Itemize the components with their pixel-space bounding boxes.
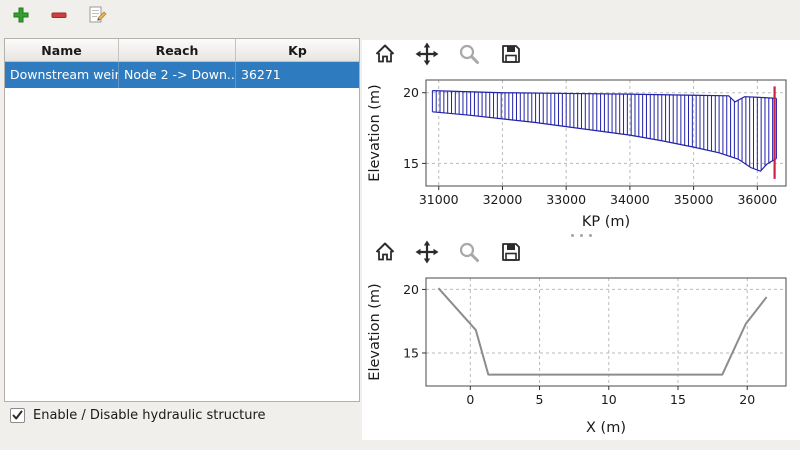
add-structure-button[interactable] — [8, 4, 34, 30]
structures-table: Name Reach Kp Downstream weir Node 2 -> … — [4, 38, 360, 402]
column-header-kp[interactable]: Kp — [288, 42, 307, 58]
zoom-button[interactable] — [456, 241, 482, 267]
pan-icon — [415, 240, 439, 268]
figure-toolbar — [364, 238, 798, 270]
svg-text:20: 20 — [403, 85, 419, 100]
zoom-button[interactable] — [456, 43, 482, 69]
cell-reach: Node 2 -> Down... — [119, 62, 236, 88]
cell-kp: 36271 — [241, 67, 281, 82]
svg-text:KP (m): KP (m) — [582, 214, 630, 230]
enable-structure-checkbox[interactable] — [10, 408, 25, 423]
pan-button[interactable] — [414, 240, 440, 268]
svg-text:X (m): X (m) — [586, 420, 626, 436]
main-toolbar — [0, 0, 800, 34]
zoom-icon — [457, 42, 481, 70]
table-header: Name Reach Kp — [5, 39, 359, 62]
svg-text:15: 15 — [403, 345, 419, 360]
svg-text:33000: 33000 — [546, 192, 586, 207]
save-figure-button[interactable] — [498, 43, 524, 69]
pan-button[interactable] — [414, 42, 440, 70]
svg-text:34000: 34000 — [610, 192, 650, 207]
check-icon — [12, 410, 23, 420]
edit-icon — [87, 5, 107, 29]
svg-text:32000: 32000 — [483, 192, 523, 207]
svg-text:20: 20 — [403, 282, 419, 297]
table-row[interactable]: Downstream weir Node 2 -> Down... 36271 — [5, 62, 359, 88]
svg-text:36000: 36000 — [737, 192, 777, 207]
home-icon — [373, 42, 397, 70]
save-icon — [499, 240, 523, 268]
edit-structure-button[interactable] — [84, 4, 110, 30]
svg-text:0: 0 — [466, 392, 474, 407]
charts-panel: 31000 32000 33000 34000 35000 36000 15 20 KP (m)… — [362, 40, 800, 440]
svg-text:5: 5 — [536, 392, 544, 407]
home-icon — [373, 240, 397, 268]
cell-name: Downstream weir — [5, 62, 119, 88]
zoom-icon — [457, 240, 481, 268]
enable-structure-checkbox-row: Enable / Disable hydraulic structure — [10, 408, 266, 423]
splitter-handle[interactable] — [558, 232, 604, 238]
pan-icon — [415, 42, 439, 70]
svg-text:10: 10 — [601, 392, 617, 407]
svg-text:31000: 31000 — [419, 192, 459, 207]
remove-structure-button[interactable] — [46, 4, 72, 30]
column-header-name[interactable]: Name — [5, 39, 119, 61]
save-icon — [499, 42, 523, 70]
figure-toolbar — [364, 40, 798, 72]
longitudinal-profile-chart[interactable]: 31000 32000 33000 34000 35000 36000 15 20 KP (m)… — [364, 72, 798, 232]
svg-text:35000: 35000 — [674, 192, 714, 207]
svg-text:15: 15 — [403, 156, 419, 171]
svg-text:15: 15 — [670, 392, 686, 407]
svg-text:20: 20 — [739, 392, 755, 407]
enable-structure-checkbox-label: Enable / Disable hydraulic structure — [33, 408, 266, 423]
home-button[interactable] — [372, 241, 398, 267]
svg-text:Elevation (m): Elevation (m) — [367, 283, 383, 380]
column-header-reach[interactable]: Reach — [119, 39, 236, 61]
save-figure-button[interactable] — [498, 241, 524, 267]
home-button[interactable] — [372, 43, 398, 69]
cross-section-figure: 0 5 10 15 20 15 20 X (m) Elevation (m) — [364, 238, 798, 440]
plus-icon — [12, 6, 30, 28]
cross-section-chart[interactable]: 0 5 10 15 20 15 20 X (m) Elevation (m) — [364, 270, 798, 438]
longitudinal-profile-figure: 31000 32000 33000 34000 35000 36000 15 20 KP (m)… — [364, 40, 798, 232]
svg-text:Elevation (m): Elevation (m) — [367, 84, 383, 181]
minus-icon — [50, 6, 68, 28]
